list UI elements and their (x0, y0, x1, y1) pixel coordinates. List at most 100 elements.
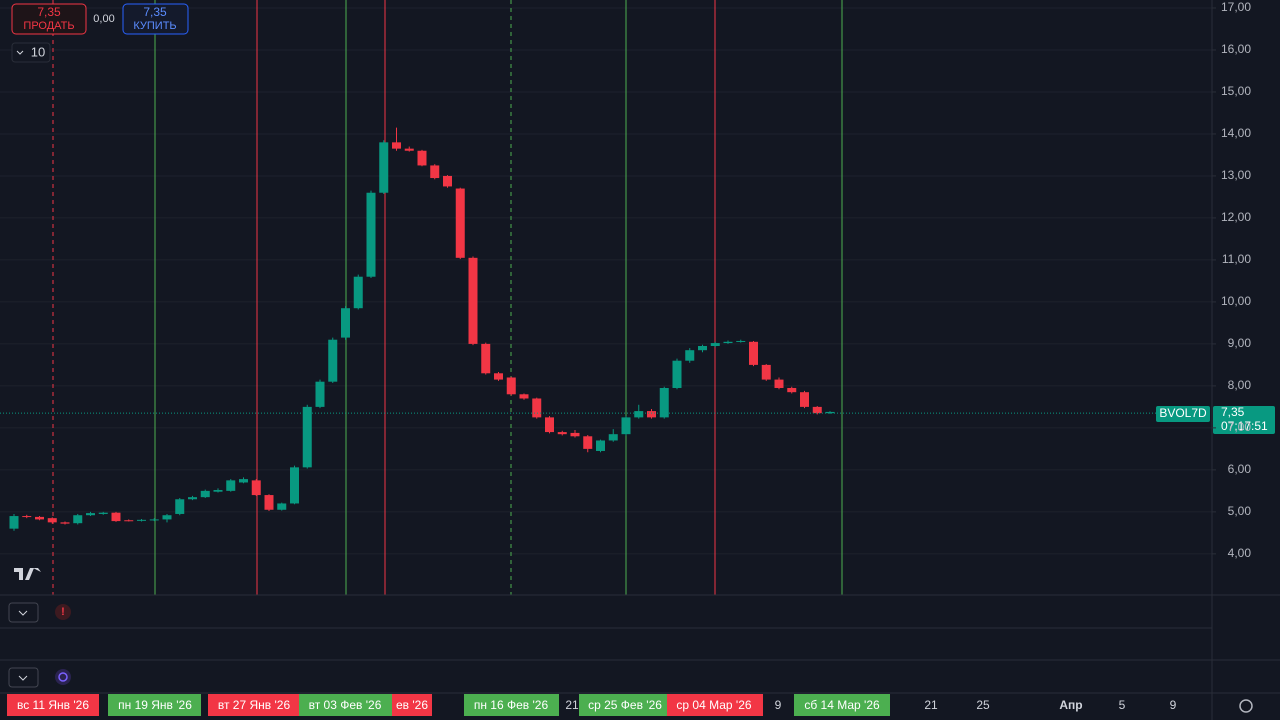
candle-body (685, 350, 695, 361)
date-tag (579, 694, 667, 716)
candle-body (659, 387, 669, 418)
y-tick-label: 7,00 (1228, 420, 1252, 434)
candle-body (430, 165, 440, 179)
candle-body (672, 360, 682, 388)
y-tick-label: 15,00 (1221, 84, 1251, 98)
candle-body (175, 499, 185, 514)
date-tag (667, 694, 763, 716)
chevron-icon (18, 610, 28, 616)
candle-body (647, 411, 656, 418)
candle-body (608, 434, 618, 441)
candle-body (698, 345, 707, 351)
candle-body (111, 512, 121, 522)
candle-body (353, 276, 363, 309)
quantity: 10 (31, 44, 45, 59)
candle-body (583, 436, 593, 449)
candle-body (162, 515, 172, 520)
x-tick-label: пн 16 Фев '26 (474, 698, 549, 712)
sell-label: ПРОДАТЬ (23, 20, 74, 32)
candle-body (596, 440, 605, 451)
tv-logo (14, 568, 41, 580)
refresh-icon[interactable] (55, 669, 71, 685)
candle-body (86, 513, 95, 516)
candle-body (213, 490, 223, 492)
candle-body (443, 175, 452, 187)
price-label-bg (1213, 406, 1275, 434)
candle-body (366, 192, 376, 277)
candle-body (787, 387, 797, 393)
candle-body (60, 522, 70, 524)
candle-body (494, 373, 503, 380)
sell-button[interactable] (11, 3, 87, 35)
y-tick-label: 6,00 (1228, 462, 1252, 476)
x-axis: вс 11 Янв '26 пн 19 Янв '26 вт 27 Янв '2… (7, 694, 1177, 716)
candle-body (749, 341, 758, 365)
candle-body (315, 381, 325, 407)
candle-body (290, 467, 299, 504)
x-tick-label: 9 (775, 698, 782, 712)
date-tag (392, 694, 432, 716)
x-tick-label: 9 (1170, 698, 1177, 712)
candle-body (22, 516, 32, 518)
date-tag (208, 694, 299, 716)
y-tick-label: 16,00 (1221, 42, 1251, 56)
candle-body (188, 497, 197, 500)
warning-icon[interactable] (55, 604, 71, 620)
collapse-button[interactable] (8, 667, 39, 688)
sell-price: 7,35 (37, 5, 61, 19)
buy-price: 7,35 (143, 5, 167, 19)
date-tag (108, 694, 201, 716)
candle-body (47, 518, 57, 523)
y-tick-label: 13,00 (1221, 168, 1251, 182)
refresh-glyph (58, 672, 68, 682)
x-tick-label: ев '26 (396, 698, 428, 712)
warning-mark: ! (61, 606, 65, 618)
y-tick-label: 10,00 (1221, 294, 1251, 308)
candle-body (137, 519, 146, 521)
chevron-icon (16, 50, 24, 55)
collapse-button[interactable] (8, 602, 39, 623)
settings-icon[interactable] (1239, 699, 1253, 713)
quantity-box[interactable] (11, 42, 51, 63)
candle-body (634, 411, 644, 418)
candle-body (251, 480, 261, 496)
date-tag (464, 694, 559, 716)
last-price: 7,35 (1221, 405, 1245, 419)
date-tag (7, 694, 99, 716)
x-tick-label: 21 (924, 698, 938, 712)
candle-body (302, 406, 312, 468)
symbol-label-bg (1156, 406, 1210, 422)
spread: 0,00 (93, 13, 114, 25)
x-tick-label: 25 (976, 698, 990, 712)
y-tick-label: 8,00 (1228, 378, 1252, 392)
candle-body (417, 150, 427, 166)
candle-body (73, 515, 83, 524)
candle-body (774, 379, 784, 388)
candle-body (98, 512, 108, 514)
candle-body (455, 188, 465, 258)
candle-body (621, 417, 631, 435)
candle-body (468, 257, 478, 344)
y-tick-label: 5,00 (1228, 504, 1252, 518)
candle-body (379, 142, 389, 193)
date-tag (299, 694, 392, 716)
candle-body (545, 417, 554, 433)
candle-body (392, 142, 401, 149)
event-lines (52, 0, 843, 595)
candle-body (9, 516, 19, 529)
chevron-icon (18, 675, 28, 681)
buy-button[interactable] (122, 3, 189, 35)
symbol-label: BVOL7D (1159, 406, 1207, 420)
buy-label: КУПИТЬ (133, 20, 176, 32)
candle-body (481, 343, 491, 374)
candle-body (226, 480, 236, 491)
x-tick-label: вт 03 Фев '26 (309, 698, 382, 712)
candle-body (124, 520, 134, 522)
candle-body (341, 308, 350, 338)
candle-body (519, 394, 529, 399)
candle-body (570, 432, 580, 437)
countdown: 07:17:51 (1221, 419, 1268, 433)
grid (0, 7, 1212, 555)
x-tick-label: 21 (565, 698, 579, 712)
